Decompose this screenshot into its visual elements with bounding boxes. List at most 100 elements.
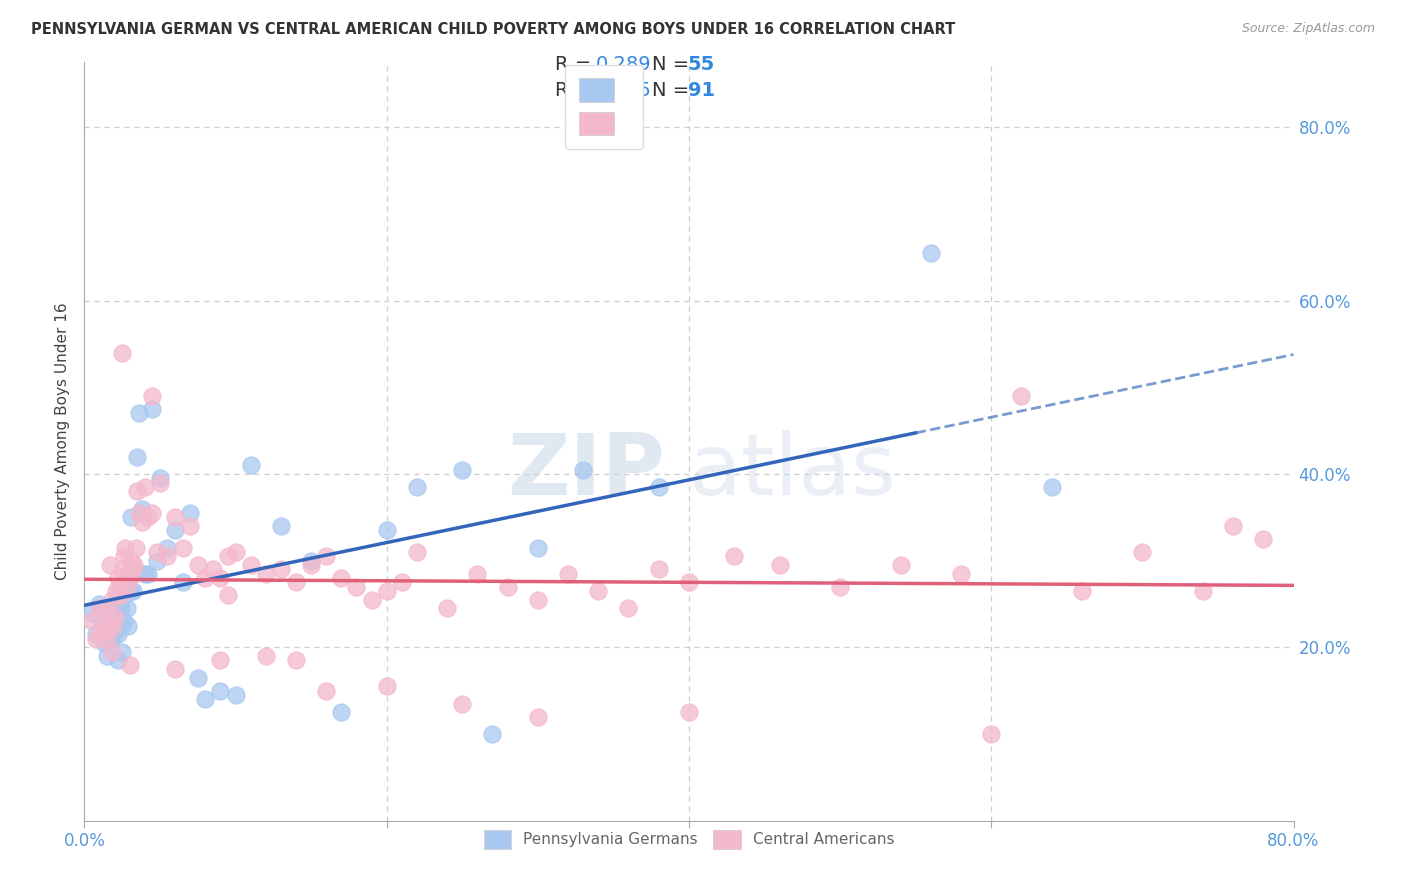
Point <box>1222 519 1244 533</box>
Point <box>127 450 149 464</box>
Point <box>950 566 973 581</box>
Point <box>111 345 134 359</box>
Point <box>165 524 187 538</box>
Point <box>100 632 122 646</box>
Point <box>187 558 209 572</box>
Point <box>172 541 194 555</box>
Point <box>141 389 163 403</box>
Text: 0.155: 0.155 <box>596 80 652 100</box>
Point <box>91 627 114 641</box>
Point <box>406 545 429 559</box>
Point <box>1071 584 1094 599</box>
Point <box>117 566 139 581</box>
Point <box>980 727 1002 741</box>
Point <box>107 653 129 667</box>
Point <box>122 558 145 572</box>
Point <box>557 566 579 581</box>
Point <box>209 683 232 698</box>
Point <box>436 601 458 615</box>
Point <box>467 566 489 581</box>
Point <box>572 463 595 477</box>
Point <box>1011 389 1033 403</box>
Point <box>156 549 179 564</box>
Point <box>141 402 163 417</box>
Point <box>890 558 912 572</box>
Point <box>107 627 129 641</box>
Text: N =: N = <box>652 80 696 100</box>
Point <box>115 601 138 615</box>
Point <box>96 648 118 663</box>
Point <box>115 580 138 594</box>
Point <box>110 588 132 602</box>
Point <box>723 549 745 564</box>
Point <box>254 566 277 581</box>
Point <box>527 592 550 607</box>
Point <box>617 601 640 615</box>
Point <box>94 632 117 646</box>
Point <box>131 515 153 529</box>
Text: N =: N = <box>652 54 696 74</box>
Point <box>149 475 172 490</box>
Point <box>406 480 429 494</box>
Point <box>111 645 134 659</box>
Point <box>254 648 277 663</box>
Point <box>527 541 550 555</box>
Point <box>121 584 143 599</box>
Point <box>141 506 163 520</box>
Point <box>114 541 136 555</box>
Point <box>194 571 217 585</box>
Point <box>451 697 474 711</box>
Point <box>96 606 118 620</box>
Point <box>209 571 232 585</box>
Point <box>648 480 671 494</box>
Point <box>330 571 353 585</box>
Point <box>111 562 134 576</box>
Point <box>172 575 194 590</box>
Point <box>117 618 139 632</box>
Point <box>134 566 156 581</box>
Point <box>110 601 132 615</box>
Text: atlas: atlas <box>689 430 897 514</box>
Point <box>100 592 122 607</box>
Point <box>330 706 353 720</box>
Point <box>93 618 115 632</box>
Point <box>1253 532 1275 546</box>
Point <box>648 562 671 576</box>
Point <box>285 653 308 667</box>
Point <box>165 510 187 524</box>
Point <box>96 615 118 629</box>
Point <box>375 524 398 538</box>
Point <box>346 580 368 594</box>
Text: ZIP: ZIP <box>508 430 665 514</box>
Point <box>375 679 398 693</box>
Y-axis label: Child Poverty Among Boys Under 16: Child Poverty Among Boys Under 16 <box>55 302 70 581</box>
Point <box>80 615 103 629</box>
Point <box>239 558 262 572</box>
Point <box>1130 545 1153 559</box>
Point <box>80 606 103 620</box>
Point <box>299 554 322 568</box>
Point <box>120 554 142 568</box>
Point <box>360 592 382 607</box>
Point <box>108 597 131 611</box>
Text: 55: 55 <box>688 54 714 74</box>
Point <box>112 615 135 629</box>
Point <box>217 549 239 564</box>
Point <box>146 554 169 568</box>
Point <box>136 510 159 524</box>
Point <box>127 484 149 499</box>
Legend: Pennsylvania Germans, Central Americans: Pennsylvania Germans, Central Americans <box>478 824 900 855</box>
Point <box>128 506 150 520</box>
Point <box>120 510 142 524</box>
Point <box>315 683 337 698</box>
Point <box>114 588 136 602</box>
Point <box>527 709 550 723</box>
Point <box>179 506 201 520</box>
Point <box>125 541 148 555</box>
Point <box>107 571 129 585</box>
Point <box>146 545 169 559</box>
Point <box>225 688 247 702</box>
Point <box>481 727 503 741</box>
Text: 91: 91 <box>688 80 714 100</box>
Point <box>194 692 217 706</box>
